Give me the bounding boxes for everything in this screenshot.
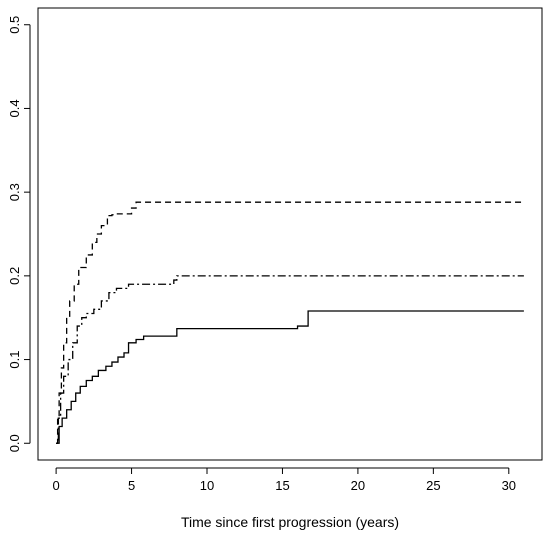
y-tick-label: 0.3 xyxy=(7,183,22,201)
x-tick-label: 0 xyxy=(52,478,59,493)
x-tick-label: 5 xyxy=(128,478,135,493)
plot-frame xyxy=(37,7,543,461)
series-line-dashed xyxy=(56,201,524,444)
x-tick-label: 15 xyxy=(275,478,289,493)
y-tick-label: 0.5 xyxy=(7,16,22,34)
y-tick-label: 0.1 xyxy=(7,351,22,369)
series-layer xyxy=(56,201,524,444)
y-tick-label: 0.2 xyxy=(7,267,22,285)
y-tick-label: 0.4 xyxy=(7,99,22,117)
x-tick-label: 10 xyxy=(200,478,214,493)
series-line-dotdash xyxy=(56,275,524,444)
x-tick-label: 20 xyxy=(351,478,365,493)
x-axis: 0 5 10 15 20 25 30 xyxy=(52,467,516,493)
y-axis: 0.0 0.1 0.2 0.3 0.4 0.5 xyxy=(7,16,31,452)
y-tick-label: 0.0 xyxy=(7,434,22,452)
series-line-solid xyxy=(56,310,524,444)
x-axis-title: Time since first progression (years) xyxy=(181,514,399,530)
x-tick-label: 30 xyxy=(502,478,516,493)
x-tick-label: 25 xyxy=(426,478,440,493)
